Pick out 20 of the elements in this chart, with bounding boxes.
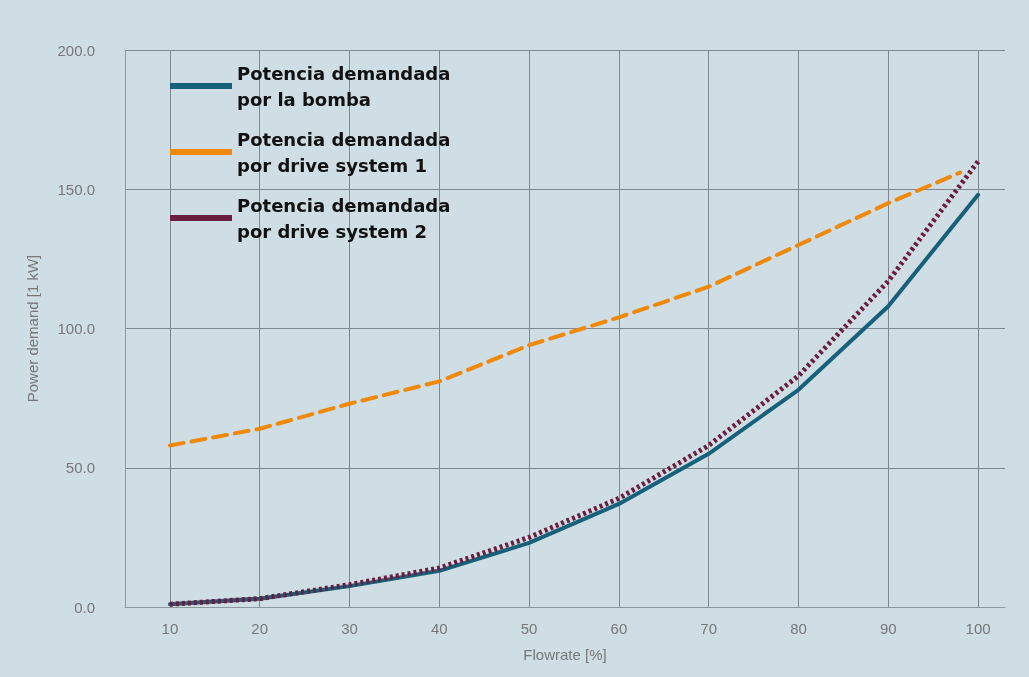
x-axis-title: Flowrate [%] [523, 646, 607, 663]
x-tick-label: 100 [965, 620, 991, 637]
x-tick-label: 30 [341, 620, 358, 637]
x-tick-label: 50 [520, 620, 538, 637]
y-tick-label: 200.0 [57, 41, 95, 59]
x-tick-label: 90 [879, 620, 897, 637]
legend-label: Potencia demandada por drive system 1 [237, 128, 457, 176]
y-axis-title: Power demand [1 kW] [24, 254, 41, 403]
y-tick-label: 150.0 [57, 180, 95, 198]
x-tick-label: 20 [251, 620, 269, 637]
x-tick-label: 10 [161, 620, 179, 637]
x-tick-label: 60 [610, 620, 628, 637]
y-tick-label: 100.0 [57, 320, 95, 337]
y-tick-label: 0.0 [74, 598, 95, 616]
legend-label: Potencia demandada por la bomba [237, 62, 457, 110]
legend-label: Potencia demandada por drive system 2 [237, 194, 457, 242]
y-tick-label: 50.0 [65, 459, 95, 477]
x-tick-label: 70 [700, 620, 718, 637]
x-tick-label: 80 [790, 620, 807, 637]
x-tick-label: 40 [430, 620, 448, 637]
